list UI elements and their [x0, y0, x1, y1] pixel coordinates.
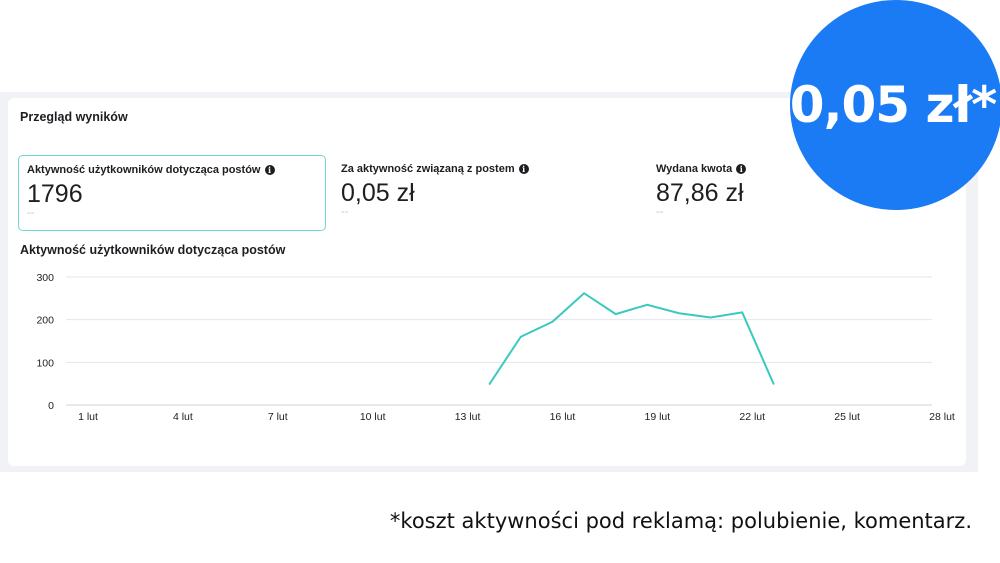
x-tick-label: 25 lut — [834, 411, 860, 423]
x-tick-label: 1 lut — [78, 411, 98, 423]
x-tick-label: 10 lut — [360, 411, 386, 423]
metric-label: Za aktywność związaną z postem — [341, 163, 515, 175]
x-tick-label: 28 lut — [929, 411, 955, 423]
metric-amount-spent[interactable]: Wydana kwota i 87,86 zł -- — [648, 155, 798, 231]
x-tick-label: 22 lut — [739, 411, 765, 423]
x-tick-label: 7 lut — [268, 411, 288, 423]
chart-title: Aktywność użytkowników dotycząca postów — [20, 243, 286, 257]
metric-label: Wydana kwota — [656, 163, 733, 175]
metric-compare: -- — [341, 206, 349, 218]
y-tick-label: 200 — [36, 315, 54, 327]
x-tick-label: 16 lut — [550, 411, 576, 423]
card-title: Przegląd wyników — [20, 110, 128, 124]
badge-text: 0,05 zł* — [789, 76, 998, 134]
x-tick-label: 19 lut — [644, 411, 670, 423]
info-icon[interactable]: i — [264, 165, 275, 175]
series-line — [488, 291, 775, 386]
metric-value: 0,05 zł — [341, 179, 415, 207]
footnote: *koszt aktywności pod reklamą: polubieni… — [389, 509, 972, 533]
info-icon[interactable]: i — [736, 164, 747, 174]
metric-compare: -- — [656, 206, 664, 218]
metric-post-engagement[interactable]: Aktywność użytkowników dotycząca postów … — [18, 155, 326, 231]
metric-cost-per-engagement[interactable]: Za aktywność związaną z postem i 0,05 zł… — [333, 155, 633, 231]
info-icon[interactable]: i — [518, 164, 529, 174]
metric-value: 1796 — [27, 180, 83, 208]
y-tick-label: 300 — [36, 272, 54, 284]
x-tick-label: 4 lut — [173, 411, 193, 423]
metric-compare: -- — [27, 207, 35, 219]
metric-value: 87,86 zł — [656, 179, 744, 207]
y-tick-label: 100 — [36, 357, 54, 369]
metric-label: Aktywność użytkowników dotycząca postów — [27, 164, 261, 176]
cost-badge: 0,05 zł* — [790, 0, 1000, 210]
x-tick-label: 13 lut — [455, 411, 481, 423]
line-chart: 0 100 200 300 1 lut 4 lut 7 lut 10 lut 13 lut 16 … — [36, 272, 955, 423]
y-tick-label: 0 — [48, 400, 54, 412]
